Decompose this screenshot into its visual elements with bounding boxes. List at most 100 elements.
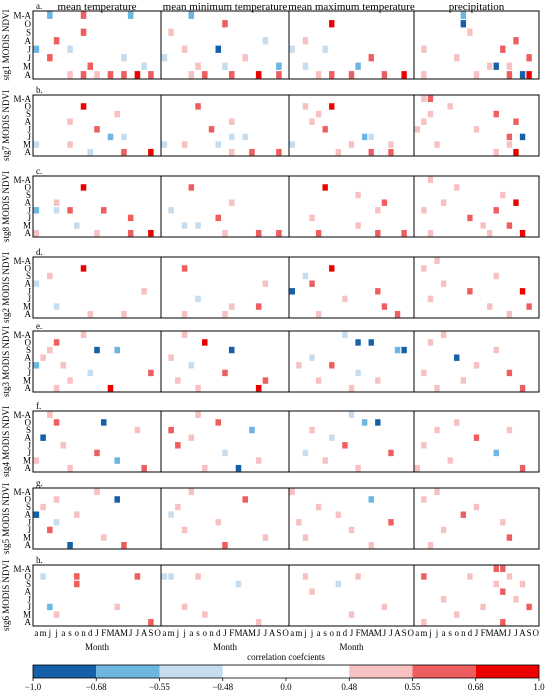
x-tick-label: a bbox=[317, 628, 321, 638]
heatmap-cell bbox=[329, 362, 335, 369]
heatmap-cell bbox=[348, 411, 355, 419]
heatmap-cell bbox=[302, 37, 309, 45]
heatmap-cell bbox=[47, 526, 53, 534]
heatmap-cell bbox=[322, 184, 328, 191]
heatmap-cell bbox=[421, 118, 427, 125]
heatmap-cell bbox=[329, 434, 335, 441]
heatmap-cell bbox=[506, 62, 513, 70]
heatmap-cell bbox=[335, 148, 342, 156]
x-tick-label: A bbox=[242, 628, 249, 638]
heatmap-cell bbox=[302, 449, 309, 457]
heatmap-cell bbox=[47, 272, 53, 280]
x-tick-label: A bbox=[394, 628, 401, 638]
heatmap-cell bbox=[513, 148, 519, 156]
heatmap-cell bbox=[493, 148, 499, 156]
heatmap-cell bbox=[94, 449, 100, 457]
heatmap-cell bbox=[242, 54, 248, 62]
y-tick-label: J bbox=[27, 44, 31, 54]
heatmap-cell bbox=[33, 511, 40, 518]
x-tick-label: J bbox=[223, 628, 227, 638]
x-tick-label: j bbox=[48, 628, 52, 638]
heatmap-cell bbox=[460, 377, 467, 384]
heatmap-cell bbox=[500, 519, 506, 526]
heatmap-cell bbox=[480, 603, 486, 611]
heatmap-cell bbox=[249, 148, 255, 156]
panel-letter: c. bbox=[36, 166, 42, 176]
heatmap-cell bbox=[513, 37, 519, 45]
y-tick-label: J bbox=[27, 124, 31, 134]
heatmap-cell bbox=[440, 596, 447, 603]
heatmap-cell bbox=[255, 384, 262, 392]
heatmap-cell bbox=[87, 62, 94, 70]
y-tick-label: O bbox=[25, 571, 32, 581]
heatmap-cell bbox=[506, 310, 513, 318]
heatmap-cell bbox=[355, 464, 361, 472]
heatmap-cell bbox=[228, 71, 235, 79]
heatmap-cell bbox=[427, 295, 434, 303]
heatmap-cell bbox=[114, 346, 120, 354]
y-tick-label: M-A bbox=[14, 487, 32, 497]
heatmap-cell bbox=[33, 457, 40, 464]
y-tick-label: J bbox=[27, 517, 31, 527]
subplot-frame bbox=[160, 175, 290, 238]
heatmap-cell bbox=[513, 199, 519, 206]
x-tick-label: a bbox=[290, 628, 294, 638]
heatmap-cell bbox=[421, 71, 427, 79]
heatmap-cell bbox=[342, 331, 348, 339]
heatmap-cell bbox=[526, 54, 532, 62]
y-tick-label: O bbox=[25, 337, 32, 347]
heatmap-cell bbox=[500, 565, 506, 573]
x-tick-label: S bbox=[402, 628, 407, 638]
heatmap-cell bbox=[215, 141, 222, 148]
x-tick-label: O bbox=[154, 628, 161, 638]
x-tick-label: o bbox=[330, 628, 335, 638]
heatmap-cell bbox=[255, 457, 262, 464]
y-tick-label: J bbox=[27, 205, 31, 215]
heatmap-cell bbox=[80, 11, 87, 19]
heatmap-cell bbox=[53, 519, 60, 526]
heatmap-cell bbox=[500, 191, 506, 199]
y-tick-label: A bbox=[25, 117, 32, 127]
heatmap-cell bbox=[342, 442, 348, 449]
heatmap-cell bbox=[473, 362, 480, 369]
colorbar-tick-label: 0.48 bbox=[341, 682, 357, 692]
x-tick-label: F bbox=[481, 628, 486, 638]
colorbar-tick-label: 1.0 bbox=[533, 682, 545, 692]
x-tick-label: j bbox=[428, 628, 432, 638]
heatmap-cell bbox=[526, 71, 532, 79]
panel-letter: a. bbox=[36, 1, 42, 11]
heatmap-cell bbox=[33, 280, 40, 287]
heatmap-cell bbox=[195, 295, 201, 303]
heatmap-cell bbox=[168, 28, 174, 36]
panel-letter: h. bbox=[36, 555, 43, 565]
heatmap-cell bbox=[454, 419, 460, 426]
heatmap-cell bbox=[195, 573, 201, 580]
heatmap-cell bbox=[447, 457, 453, 464]
x-axis-label: Month bbox=[85, 642, 110, 652]
heatmap-cell bbox=[148, 148, 154, 156]
heatmap-cell bbox=[215, 214, 222, 222]
y-tick-label: M-A bbox=[14, 10, 32, 20]
x-tick-label: n bbox=[461, 628, 466, 638]
y-tick-label: O bbox=[25, 263, 32, 273]
heatmap-cell bbox=[276, 62, 282, 70]
x-tick-label: m bbox=[295, 628, 302, 638]
heatmap-cell bbox=[506, 71, 513, 79]
subplot-frame bbox=[413, 487, 540, 550]
colorbar-segment bbox=[475, 665, 539, 678]
subplot-frame bbox=[160, 487, 290, 550]
heatmap-cell bbox=[74, 580, 80, 588]
heatmap-cell bbox=[454, 611, 460, 618]
heatmap-cell bbox=[309, 588, 315, 595]
heatmap-cell bbox=[493, 580, 499, 588]
heatmap-cell bbox=[315, 229, 322, 237]
subplot-frame bbox=[288, 175, 415, 238]
heatmap-cell bbox=[467, 214, 473, 222]
heatmap-cell bbox=[322, 45, 328, 53]
heatmap-cell bbox=[148, 229, 154, 237]
colorbar-tick-label: −0.55 bbox=[149, 682, 170, 692]
heatmap-cell bbox=[381, 71, 388, 79]
heatmap-cell bbox=[421, 95, 427, 103]
subplot-frame bbox=[32, 94, 162, 157]
